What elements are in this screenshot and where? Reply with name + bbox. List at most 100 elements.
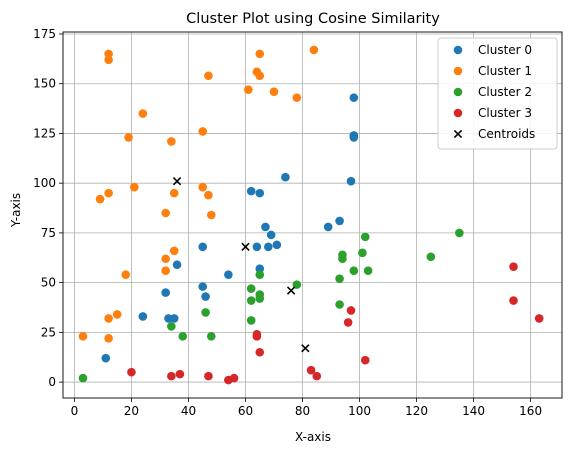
- centroids-point: [286, 286, 296, 295]
- cluster-2-point: [167, 322, 176, 331]
- cluster-3-point: [534, 314, 544, 323]
- cluster-1-point: [124, 133, 133, 142]
- legend-box: [437, 37, 558, 150]
- cluster-2-point: [335, 274, 344, 283]
- legend-label-cluster-3: Cluster 3: [478, 106, 532, 120]
- cluster-2-point: [426, 252, 436, 262]
- cluster-0-point: [323, 222, 333, 232]
- x-tick-label: 20: [124, 404, 139, 418]
- legend-label-centroids: Centroids: [478, 127, 535, 141]
- cluster-0-point: [246, 186, 256, 196]
- cluster-2-point: [338, 250, 347, 260]
- plot-frame: [62, 31, 563, 399]
- centroids-point: [241, 242, 250, 251]
- grid-lines: [63, 32, 562, 398]
- x-tick-label: 140: [462, 404, 485, 418]
- marker-stroke: [286, 286, 296, 295]
- cluster-2-point: [349, 266, 359, 275]
- cluster-2-point: [292, 280, 302, 289]
- axis-ticks: 0 20 40 60 80 100 120 140 160 0 25 50 75 100 125 150 175: [33, 27, 542, 418]
- cluster-3-point: [509, 262, 518, 272]
- cluster-3-point: [252, 332, 262, 341]
- cluster-3-point: [312, 371, 322, 381]
- y-tick-label: 125: [33, 126, 56, 140]
- cluster-0-point: [335, 216, 344, 226]
- y-tick-label: 75: [41, 226, 56, 240]
- marker-stroke: [241, 242, 250, 251]
- cluster-2-point: [455, 228, 464, 238]
- legend-marker-cluster-2: [453, 87, 463, 97]
- cluster-2-point: [335, 300, 344, 309]
- legend-label-cluster-1: Cluster 1: [478, 64, 532, 78]
- cluster-1-point: [104, 55, 113, 65]
- cluster-1-point: [198, 127, 208, 136]
- cluster-0-point: [252, 242, 262, 252]
- cluster-0-point: [261, 222, 270, 232]
- cluster-2-point: [363, 266, 373, 275]
- cluster-1-point: [104, 334, 113, 343]
- x-tick-label: 160: [519, 404, 542, 418]
- cluster-3-point: [127, 367, 136, 377]
- x-tick-label: 40: [181, 404, 196, 418]
- cluster-1-point: [269, 87, 279, 96]
- y-axis-label: Y-axis: [9, 193, 23, 228]
- cluster-1-point: [169, 246, 179, 256]
- cluster-2-point: [201, 308, 210, 317]
- centroids-point: [301, 344, 310, 353]
- x-tick-label: 120: [405, 404, 428, 418]
- x-tick-label: 0: [71, 404, 79, 418]
- marker-stroke: [172, 177, 182, 186]
- y-tick-label: 150: [33, 77, 56, 91]
- cluster-1-point: [198, 182, 208, 192]
- cluster-3-point: [255, 347, 265, 357]
- cluster-1-point: [78, 332, 88, 341]
- cluster-2-point: [358, 248, 367, 258]
- y-tick-label: 100: [33, 176, 56, 190]
- cluster-0-point: [255, 264, 265, 274]
- cluster-1-point: [112, 310, 122, 319]
- cluster-1-point: [161, 254, 170, 264]
- cluster-3-point: [346, 306, 356, 315]
- y-tick-label: 0: [48, 375, 56, 389]
- cluster-1-point: [104, 49, 113, 59]
- legend: Cluster 0 Cluster 1 Cluster 2 Cluster 3 Cent…: [437, 37, 558, 150]
- cluster-1-point: [309, 45, 319, 55]
- cluster-1-point: [129, 182, 139, 192]
- cluster-2-point: [246, 284, 256, 293]
- marker-stroke: [301, 344, 310, 353]
- cluster-1-point: [121, 270, 131, 279]
- cluster-3-point: [343, 318, 353, 327]
- cluster-1-point: [104, 188, 113, 198]
- cluster-1-point: [204, 71, 213, 81]
- cluster-2-point: [246, 296, 256, 305]
- cluster-0-point: [172, 260, 182, 270]
- y-tick-label: 50: [41, 276, 56, 290]
- cluster-0-point: [349, 93, 359, 102]
- cluster-0-point: [349, 131, 359, 140]
- cluster-0-point: [138, 312, 148, 321]
- cluster-3-point: [360, 355, 370, 365]
- chart-title: Cluster Plot using Cosine Similarity: [186, 11, 440, 27]
- cluster-1-point: [244, 85, 253, 94]
- cluster-0-point: [255, 188, 265, 198]
- cluster-1-point: [169, 188, 179, 198]
- x-tick-label: 60: [238, 404, 253, 418]
- cluster-0-point: [266, 230, 276, 240]
- cluster-1-point: [138, 109, 148, 118]
- cluster-1-point: [104, 314, 113, 323]
- y-tick-label: 175: [33, 27, 56, 41]
- cluster-1-point: [167, 137, 176, 146]
- cluster-2-point: [206, 332, 216, 341]
- marker-stroke: [453, 129, 463, 139]
- legend-marker-cluster-1: [453, 66, 463, 76]
- cluster-1-point: [95, 194, 105, 204]
- x-tick-label: 80: [295, 404, 310, 418]
- y-tick-label: 25: [41, 325, 56, 339]
- cluster-1-point: [255, 71, 265, 81]
- cluster-1-point: [206, 210, 216, 220]
- cluster-0-point: [224, 270, 233, 279]
- cluster-3-point: [204, 371, 213, 381]
- legend-label-cluster-0: Cluster 0: [478, 43, 532, 57]
- cluster-0-point: [161, 288, 170, 297]
